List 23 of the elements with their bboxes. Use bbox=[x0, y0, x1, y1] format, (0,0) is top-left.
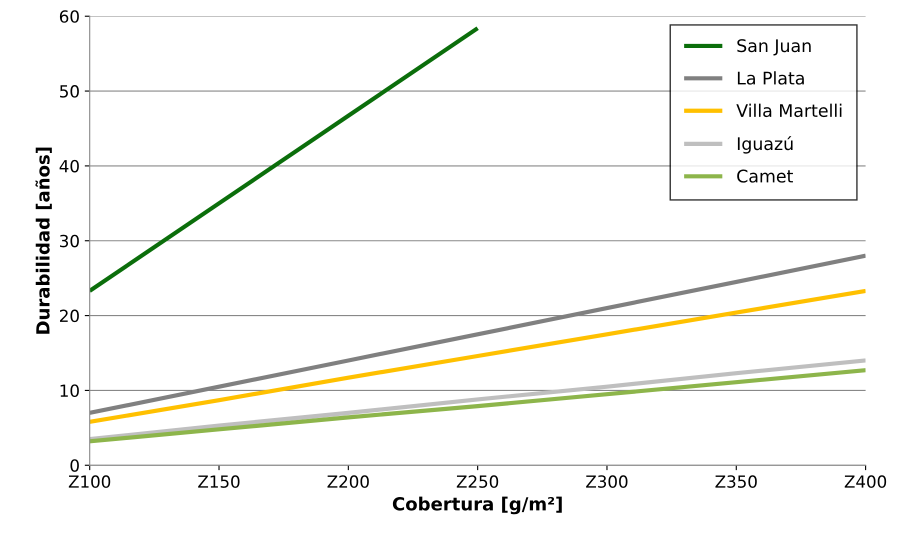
y-tick-label: 20 bbox=[60, 310, 79, 322]
line-series bbox=[90, 288, 866, 424]
legend-label: San Juan bbox=[737, 39, 811, 56]
legend-label: Camet bbox=[737, 170, 793, 183]
x-tick-label: Z400 bbox=[844, 475, 886, 488]
y-tick-label: 10 bbox=[60, 384, 79, 397]
x-tick-label: Z300 bbox=[586, 475, 628, 488]
x-axis-title: Cobertura [g/m²] bbox=[392, 496, 562, 514]
legend-label: La Plata bbox=[738, 71, 804, 85]
y-tick-label: 60 bbox=[60, 10, 79, 23]
y-tick-label: 40 bbox=[60, 160, 79, 172]
legend-label: Villa Martelli bbox=[736, 104, 842, 118]
legend-label: Iguazú bbox=[738, 136, 793, 154]
x-tick-label: Z200 bbox=[327, 475, 369, 488]
x-tick-label: Z150 bbox=[198, 475, 240, 488]
x-tick-label: Z100 bbox=[68, 475, 110, 488]
y-tick-label: 0 bbox=[70, 459, 79, 472]
x-tick-label: Z250 bbox=[456, 475, 498, 488]
line-series bbox=[90, 26, 480, 293]
y-tick-label: 30 bbox=[60, 234, 79, 248]
x-tick-label: Z350 bbox=[715, 475, 757, 488]
y-axis-title: Durabilidad [años] bbox=[35, 148, 52, 334]
y-tick-label: 50 bbox=[60, 85, 79, 98]
